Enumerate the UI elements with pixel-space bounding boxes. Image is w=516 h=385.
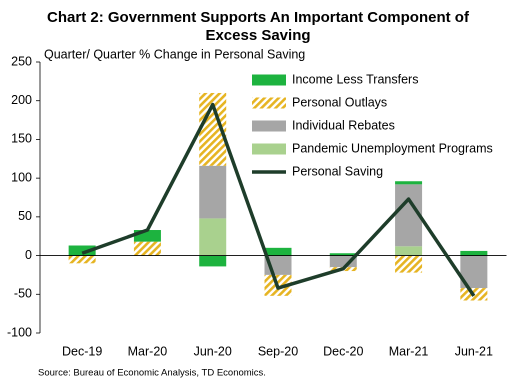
line: [81, 102, 476, 297]
x-tick-label: Dec-19: [62, 344, 102, 358]
bar: [329, 253, 357, 256]
legend-label: Personal Outlays: [292, 95, 387, 109]
bar: [395, 246, 423, 256]
legend-label: Personal Saving: [292, 164, 383, 178]
y-tick-label: -50: [14, 287, 32, 301]
legend-swatch: [252, 74, 286, 86]
y-tick-label: 200: [11, 93, 32, 107]
bar: [460, 250, 488, 256]
chart-subtitle: Quarter/ Quarter % Change in Personal Sa…: [44, 47, 305, 61]
bar: [395, 255, 423, 273]
legend-label: Individual Rebates: [292, 118, 395, 132]
legend-swatch: [252, 120, 286, 132]
bar: [133, 230, 161, 242]
x-tick-label: Mar-21: [389, 344, 429, 358]
x-tick-label: Mar-20: [128, 344, 168, 358]
x-tick-label: Jun-21: [455, 344, 493, 358]
x-tick-label: Jun-20: [194, 344, 232, 358]
y-tick-label: 150: [11, 132, 32, 146]
bar: [199, 165, 227, 219]
y-tick-label: 250: [11, 54, 32, 68]
bar: [264, 247, 292, 256]
y-tick-label: 100: [11, 170, 32, 184]
bar: [395, 181, 423, 185]
x-tick-label: Dec-20: [323, 344, 363, 358]
y-tick-label: 50: [18, 209, 32, 223]
legend-swatch: [252, 143, 286, 155]
chart-title: Chart 2: Government Supports An Importan…: [47, 9, 470, 26]
bar: [199, 218, 227, 256]
legend-label: Pandemic Unemployment Programs: [292, 141, 493, 155]
bar: [68, 245, 96, 256]
y-tick-label: -100: [7, 325, 32, 339]
chart-title: Excess Saving: [205, 27, 310, 44]
bar: [329, 255, 357, 268]
bar: [68, 255, 96, 264]
y-tick-label: 0: [25, 248, 32, 262]
bar: [199, 255, 227, 267]
legend-label: Income Less Transfers: [292, 72, 418, 86]
x-tick-label: Sep-20: [258, 344, 298, 358]
bar: [133, 241, 161, 256]
source: Source: Bureau of Economic Analysis, TD …: [38, 368, 266, 379]
legend-swatch: [252, 97, 286, 109]
